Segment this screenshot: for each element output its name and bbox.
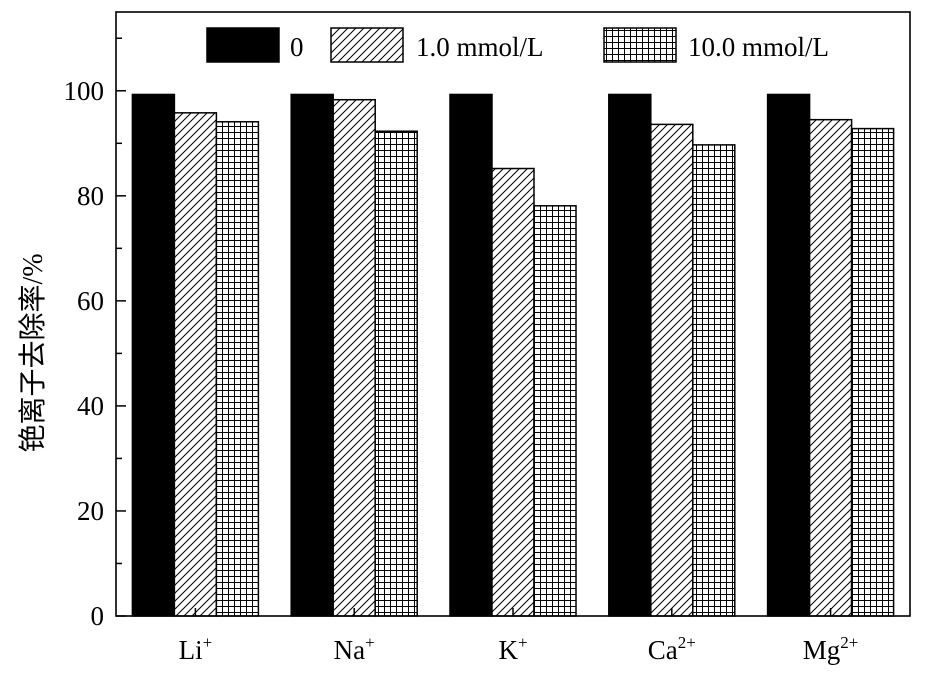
- bar-na-series-3: [374, 130, 418, 617]
- axes-layer: Li+ Na+ K+ Ca2+ Mg2+ 0 20 40 60 80 100: [64, 11, 911, 665]
- legend-label-1: 0: [290, 32, 304, 62]
- legend-label-3: 10.0 mmol/L: [688, 32, 829, 62]
- x-tick-label: Ca2+: [648, 633, 696, 665]
- bar-mg-series-1: [766, 93, 811, 617]
- x-tick-label: K+: [498, 633, 527, 665]
- y-tick-label: 0: [91, 601, 105, 631]
- legend-label-2: 1.0 mmol/L: [416, 32, 544, 62]
- legend: 0 1.0 mmol/L 10.0 mmol/L: [206, 27, 829, 63]
- bar-li-series-1: [131, 93, 176, 617]
- x-tick-label: Mg2+: [803, 633, 859, 665]
- bar-k-series-2: [491, 167, 535, 617]
- y-tick-label: 100: [64, 76, 105, 106]
- y-tick-label: 40: [77, 391, 104, 421]
- legend-swatch-2: [330, 27, 404, 63]
- bar-na-series-2: [332, 98, 376, 617]
- legend-swatch-3: [603, 27, 677, 63]
- bar-na-series-1: [290, 93, 334, 617]
- bar-ca-series-3: [692, 144, 736, 617]
- y-axis-title-group: 铯离子去除率/%: [17, 253, 49, 452]
- y-tick-label: 80: [77, 181, 104, 211]
- bar-mg-series-2: [808, 118, 853, 617]
- plot-frame: [115, 11, 911, 617]
- bar-k-series-1: [449, 93, 493, 617]
- y-axis-title: 铯离子去除率/%: [17, 253, 49, 452]
- bar-li-series-2: [173, 112, 218, 617]
- bar-k-series-3: [533, 205, 577, 617]
- legend-swatch-1: [206, 27, 280, 63]
- bar-ca-series-1: [608, 93, 652, 617]
- y-tick-label: 60: [77, 286, 104, 316]
- bar-mg-series-3: [850, 127, 895, 617]
- y-tick-label: 20: [77, 496, 104, 526]
- bars-layer: [131, 93, 895, 617]
- bar-li-series-3: [215, 121, 260, 617]
- x-tick-label: Na+: [334, 633, 375, 665]
- x-tick-label: Li+: [179, 633, 213, 665]
- bar-ca-series-2: [650, 123, 694, 617]
